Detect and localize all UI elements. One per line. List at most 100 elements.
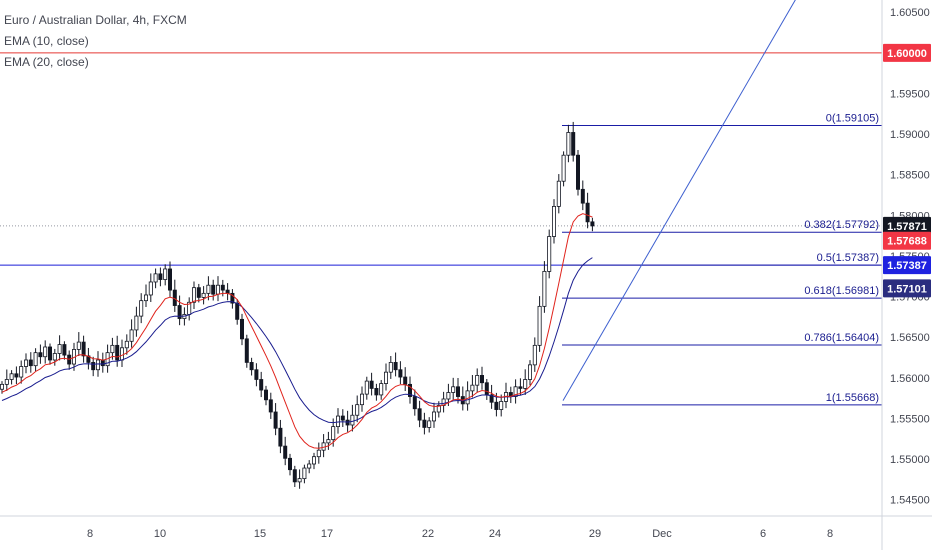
candle-body-1 <box>4 379 9 385</box>
candle-body-62 <box>297 478 302 483</box>
x-tick-label-9: 8 <box>827 528 833 540</box>
candle-body-24 <box>115 344 120 361</box>
candle-body-25 <box>120 347 125 361</box>
fib-level-label-4: 0.786(1.56404) <box>804 332 879 344</box>
ema-lines <box>1 213 593 449</box>
candle-body-8 <box>38 352 43 358</box>
candle-body-45 <box>215 284 220 295</box>
candles <box>0 121 595 489</box>
price-label-bg-1 <box>883 216 931 235</box>
candle-body-43 <box>206 284 211 294</box>
candle-body-40 <box>191 287 196 303</box>
horizontal-lines <box>0 52 882 266</box>
candle-body-58 <box>278 427 283 447</box>
y-tick-label-9: 1.56000 <box>890 373 930 385</box>
y-tick-label-3: 1.59000 <box>890 129 930 141</box>
candle-body-52 <box>249 362 254 371</box>
candle-body-37 <box>177 305 182 319</box>
candle-body-77 <box>369 380 374 389</box>
candle-body-121 <box>580 188 585 204</box>
price-label-bg-4 <box>883 279 931 298</box>
candle-body-82 <box>393 362 398 371</box>
candle-body-64 <box>307 463 312 469</box>
candle-body-5 <box>23 359 28 367</box>
candle-body-41 <box>196 287 201 298</box>
candle-body-19 <box>91 362 96 371</box>
trendline <box>562 0 796 401</box>
chart-legend: Euro / Australian Dollar, 4h, FXCM EMA (… <box>4 10 187 73</box>
price-labels: 1.60000 1.57871 1.57688 1.57387 1.57101 <box>883 43 931 298</box>
y-tick-label-11: 1.55000 <box>890 454 930 466</box>
candle-body-32 <box>153 273 158 283</box>
price-label-2: 1.57688 <box>887 236 927 248</box>
candle-body-68 <box>326 439 331 444</box>
candle-body-112 <box>537 305 542 346</box>
candle-body-107 <box>513 386 518 397</box>
candle-body-111 <box>532 344 537 366</box>
fib-level-label-2: 0.5(1.57387) <box>817 252 879 264</box>
candle-body-120 <box>576 154 581 190</box>
candle-body-12 <box>57 344 62 354</box>
candle-body-76 <box>364 380 369 395</box>
candle-body-74 <box>355 404 360 416</box>
x-tick-label-6: 29 <box>589 528 601 540</box>
fib-level-label-3: 0.618(1.56981) <box>804 285 879 297</box>
candle-body-56 <box>268 399 273 413</box>
candle-body-7 <box>33 352 38 367</box>
fib-level-label-0: 0(1.59105) <box>826 113 879 125</box>
y-tick-label-0: 1.60500 <box>890 7 930 19</box>
price-label-0: 1.60000 <box>887 48 927 60</box>
candle-body-90 <box>431 411 436 422</box>
candle-body-86 <box>412 396 417 410</box>
candle-body-26 <box>124 340 129 349</box>
candle-body-113 <box>542 271 547 307</box>
candle-body-85 <box>407 383 412 397</box>
candle-body-34 <box>163 268 168 280</box>
y-tick-label-10: 1.55500 <box>890 413 930 425</box>
candle-body-91 <box>436 405 441 413</box>
candle-body-23 <box>110 344 115 354</box>
candle-body-48 <box>230 292 235 304</box>
candle-body-65 <box>311 456 316 465</box>
price-label-1: 1.57871 <box>887 221 927 233</box>
y-tick-label-2: 1.59500 <box>890 88 930 100</box>
candle-body-63 <box>302 467 307 480</box>
x-tick-label-3: 17 <box>321 528 333 540</box>
candle-body-17 <box>81 341 86 357</box>
candle-body-51 <box>244 338 249 363</box>
candle-body-71 <box>340 415 345 421</box>
candle-body-84 <box>403 376 408 385</box>
candle-body-73 <box>350 414 355 426</box>
candle-body-89 <box>427 420 432 428</box>
candle-body-21 <box>100 359 105 367</box>
candle-body-115 <box>552 205 557 237</box>
candle-body-57 <box>273 411 278 429</box>
fib-level-label-5: 1(1.55668) <box>826 392 879 404</box>
candle-body-75 <box>359 393 364 406</box>
candle-body-95 <box>455 386 460 397</box>
ema-20-line <box>1 257 593 424</box>
x-tick-label-5: 24 <box>489 528 501 540</box>
candle-body-31 <box>148 281 153 296</box>
candle-body-118 <box>566 132 571 156</box>
candle-body-70 <box>335 415 340 428</box>
candle-body-3 <box>14 373 19 378</box>
candle-body-44 <box>211 284 216 295</box>
candle-body-6 <box>28 359 33 367</box>
candle-body-88 <box>422 419 427 428</box>
candle-body-46 <box>220 284 225 291</box>
trendline-segment <box>562 0 796 401</box>
ema-10-line <box>1 213 593 449</box>
candle-body-100 <box>479 375 484 384</box>
candle-body-83 <box>398 369 403 378</box>
candle-body-29 <box>139 300 144 317</box>
candle-body-16 <box>76 341 81 350</box>
candle-body-10 <box>48 346 53 361</box>
candle-body-4 <box>19 366 24 378</box>
candle-body-114 <box>547 236 552 272</box>
candle-body-27 <box>129 329 134 342</box>
candle-body-93 <box>446 392 451 400</box>
x-tick-label-1: 10 <box>154 528 166 540</box>
candle-body-30 <box>143 294 148 302</box>
